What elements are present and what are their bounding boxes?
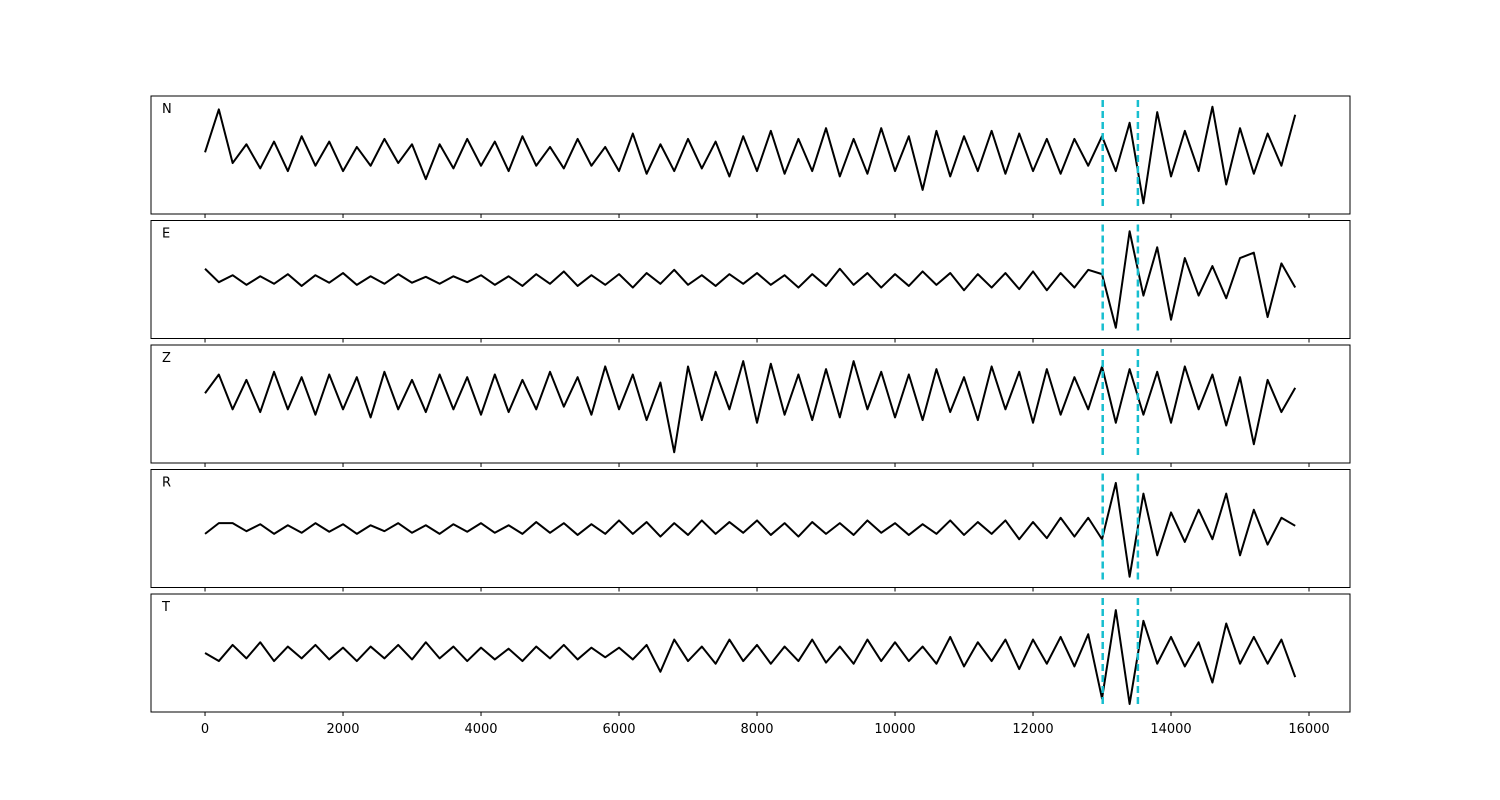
panel-frame [150,469,1351,588]
panel-label: Z [162,351,171,366]
panel-label: E [162,227,170,242]
x-tick-label: 2000 [326,722,359,737]
x-tick-label: 14000 [1150,722,1191,737]
trace [204,105,1297,205]
x-tick-label: 6000 [602,722,635,737]
panel-label: R [162,476,171,491]
panel-label: N [162,102,172,117]
trace [204,360,1297,454]
panel-frame [150,344,1351,464]
x-tick-label: 8000 [740,722,773,737]
x-tick-label: 16000 [1288,722,1329,737]
trace [204,609,1297,705]
x-tick-label: 4000 [464,722,497,737]
x-tick-label: 0 [201,722,209,737]
trace [204,230,1297,329]
panel-frame [150,220,1351,339]
trace [204,481,1296,578]
x-tick-label: 12000 [1012,722,1053,737]
panel-label: T [161,600,170,615]
x-tick-label: 10000 [874,722,915,737]
